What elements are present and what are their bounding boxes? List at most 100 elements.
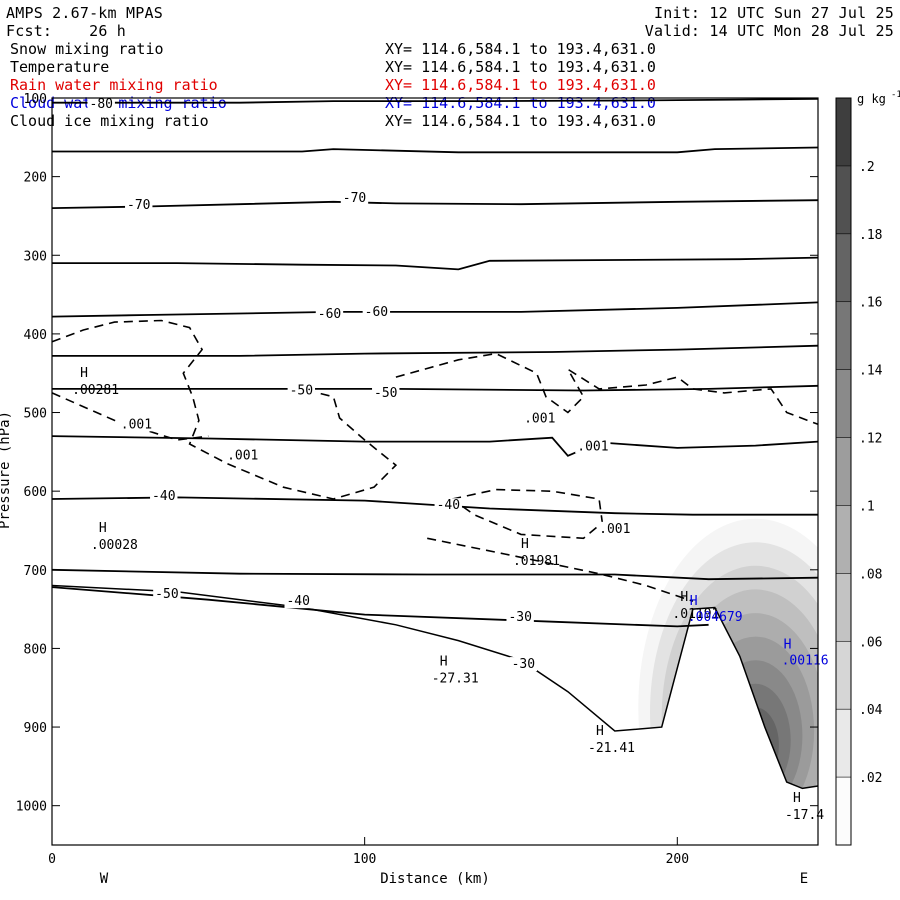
shade-level xyxy=(720,683,791,789)
temperature-line xyxy=(51,586,709,628)
field-xy: XY= 114.6,584.1 to 193.4,631.0 xyxy=(385,112,656,130)
temperature-label: -40 xyxy=(286,594,309,609)
colorbar-segment xyxy=(836,641,851,710)
cloud-ice-line xyxy=(395,352,819,426)
max-marker: H xyxy=(690,594,698,609)
colorbar-label: .2 xyxy=(859,160,875,175)
colorbar-label: .02 xyxy=(859,771,882,786)
max-value: .01191 xyxy=(672,607,719,622)
colorbar-segment xyxy=(836,505,851,574)
colorbar-segment xyxy=(836,437,851,506)
shade-level xyxy=(708,660,803,789)
temperature-label: -70 xyxy=(127,198,150,213)
snow-shading xyxy=(638,518,818,789)
y-tick-label: 500 xyxy=(24,407,47,422)
colorbar-segment xyxy=(836,165,851,234)
temperature-label: -60 xyxy=(318,307,341,322)
max-value: -27.31 xyxy=(432,672,479,687)
cloud-ice-line xyxy=(427,537,694,602)
max-marker: H xyxy=(521,537,529,552)
colorbar-segment xyxy=(836,233,851,302)
temperature-label: -30 xyxy=(508,610,531,625)
shade-level xyxy=(673,589,818,789)
field-name: Cloud water mixing ratio xyxy=(10,94,227,112)
field-xy: XY= 114.6,584.1 to 193.4,631.0 xyxy=(385,40,656,58)
temperature-line xyxy=(51,301,819,318)
max-marker: H xyxy=(80,366,88,381)
colorbar-label: .16 xyxy=(859,296,882,311)
temperature-label: -50 xyxy=(374,386,397,401)
field-row: Temperature XY= 114.6,584.1 to 193.4,631.… xyxy=(10,58,656,76)
temperature-label: -40 xyxy=(437,498,460,513)
temperature-line xyxy=(52,344,819,357)
colorbar-label: .04 xyxy=(859,703,883,718)
y-tick-label: 200 xyxy=(24,171,47,186)
cloud-ice-line xyxy=(51,392,209,441)
temperature-line xyxy=(51,568,819,581)
temperature-label-bg xyxy=(372,385,400,400)
max-value: -17.4 xyxy=(785,808,824,823)
max-value: .01981 xyxy=(513,554,560,569)
cloud-ice-label: .001 xyxy=(524,412,555,427)
max-value: .004679 xyxy=(688,610,743,625)
colorbar-segment xyxy=(836,98,851,166)
temperature-label: -40 xyxy=(152,489,175,504)
cloud-ice-label: .001 xyxy=(599,522,630,537)
cloud-ice-label-bg xyxy=(118,417,154,432)
shade-group xyxy=(638,518,818,789)
temperature-label-bg xyxy=(362,304,391,319)
x-tick-label: 100 xyxy=(353,852,376,867)
max-marker: H xyxy=(784,637,792,652)
temperature-label: -50 xyxy=(155,587,178,602)
colorbar-unit-exp: -1 xyxy=(891,90,900,100)
forecast-hour: Fcst: 26 h xyxy=(6,22,126,40)
colorbar-segment xyxy=(836,301,851,370)
east-label: E xyxy=(800,871,808,887)
temperature-label: -50 xyxy=(290,383,313,398)
temperature-label-bg xyxy=(287,383,316,398)
field-row: Rain water mixing ratio XY= 114.6,584.1 t… xyxy=(10,76,656,94)
temperature-line xyxy=(52,256,819,271)
x-axis-label: Distance (km) xyxy=(380,871,490,887)
cloud-ice-line xyxy=(451,488,604,540)
colorbar-label: .1 xyxy=(859,499,875,514)
valid-time: Valid: 14 UTC Mon 28 Jul 25 xyxy=(644,22,894,40)
field-xy: XY= 114.6,584.1 to 193.4,631.0 xyxy=(385,94,656,112)
temperature-line xyxy=(52,384,819,392)
model-title: AMPS 2.67-km MPAS xyxy=(6,4,163,22)
cloud-ice-contours xyxy=(51,319,819,602)
max-marker: H xyxy=(680,590,688,605)
fcst-label: Fcst: xyxy=(6,22,53,40)
colorbar-label: .14 xyxy=(859,364,883,379)
colorbar-segment xyxy=(836,369,851,438)
colorbar: .02 .04 .06 .08 .1 .12 .14 .16 .18 .2 g kg -1 xyxy=(835,90,900,846)
shade-level xyxy=(696,636,815,789)
max-value: .00028 xyxy=(91,538,138,553)
max-marker: H xyxy=(440,655,448,670)
temperature-line xyxy=(51,496,818,516)
colorbar-label: .12 xyxy=(859,432,882,447)
field-row: Cloud ice mixing ratio XY= 114.6,584.1 to… xyxy=(10,112,656,130)
temperature-label-bg xyxy=(506,609,534,624)
shade-level xyxy=(685,613,818,789)
temperature-label: -60 xyxy=(365,305,388,320)
colorbar-segment xyxy=(836,709,851,778)
shade-level xyxy=(638,518,818,789)
terrain-line xyxy=(51,584,819,790)
max-value: -21.41 xyxy=(588,741,635,756)
colorbar-label: .06 xyxy=(859,635,882,650)
field-name: Temperature xyxy=(10,58,110,76)
field-xy: XY= 114.6,584.1 to 193.4,631.0 xyxy=(385,58,656,76)
colorbar-unit: g kg xyxy=(857,92,886,106)
temperature-label-bg xyxy=(340,190,369,205)
temperature-label-bg xyxy=(509,657,537,672)
max-marker: H xyxy=(596,724,604,739)
cloud-ice-line xyxy=(51,319,398,500)
shade-level xyxy=(650,542,818,789)
field-xy: XY= 114.6,584.1 to 193.4,631.0 xyxy=(385,76,656,94)
colorbar-segment xyxy=(836,573,851,642)
temperature-label: -70 xyxy=(343,191,366,206)
temperature-contours xyxy=(51,97,819,628)
field-name: Cloud ice mixing ratio xyxy=(10,112,209,130)
